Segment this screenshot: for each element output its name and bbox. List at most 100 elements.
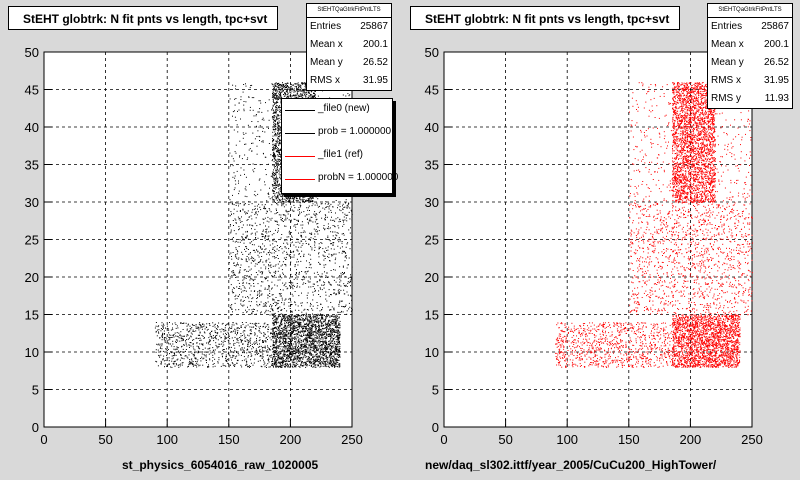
scatter-point <box>272 365 274 367</box>
scatter-point <box>318 331 320 333</box>
scatter-point <box>333 329 335 331</box>
scatter-point <box>284 95 286 97</box>
scatter-point <box>284 354 286 356</box>
scatter-point <box>285 196 286 198</box>
scatter-point <box>327 362 329 363</box>
scatter-point <box>311 337 313 339</box>
scatter-point <box>272 330 274 332</box>
scatter-point <box>308 92 310 94</box>
scatter-point <box>273 336 275 338</box>
scatter-point <box>323 348 325 350</box>
scatter-point <box>331 330 333 332</box>
scatter-point <box>284 195 286 197</box>
scatter-point <box>318 344 320 346</box>
scatter-point <box>293 350 295 352</box>
scatter-point <box>305 344 307 346</box>
scatter-point <box>273 334 275 336</box>
scatter-point <box>274 178 276 180</box>
scatter-point <box>274 126 276 128</box>
scatter-point <box>315 315 317 317</box>
scatter-point <box>278 130 279 132</box>
scatter-point <box>307 341 309 343</box>
scatter-point <box>306 352 308 354</box>
scatter-point <box>333 342 335 344</box>
scatter-point <box>279 348 281 350</box>
scatter-point <box>335 362 337 364</box>
scatter-point <box>300 340 302 342</box>
scatter-point <box>328 343 330 345</box>
scatter-point <box>298 358 300 360</box>
scatter-point <box>289 193 291 195</box>
scatter-point <box>292 198 294 200</box>
scatter-point <box>293 352 295 354</box>
scatter-point <box>277 84 279 86</box>
scatter-point <box>331 346 332 347</box>
scatter-point <box>339 341 340 342</box>
scatter-point <box>314 94 316 96</box>
scatter-point <box>317 331 319 333</box>
scatter-point <box>308 327 310 329</box>
scatter-point <box>329 354 331 355</box>
scatter-point <box>279 159 281 161</box>
scatter-point <box>274 196 276 198</box>
scatter-point <box>319 356 321 358</box>
scatter-point <box>275 322 277 324</box>
scatter-point <box>337 354 339 356</box>
scatter-point <box>309 361 310 363</box>
scatter-point <box>301 326 303 328</box>
scatter-point <box>330 347 332 349</box>
scatter-point <box>327 360 329 362</box>
scatter-point <box>309 334 311 336</box>
scatter-point <box>281 327 283 329</box>
scatter-point <box>303 320 305 322</box>
scatter-point <box>289 198 291 200</box>
scatter-point <box>293 329 295 331</box>
scatter-point <box>326 351 328 353</box>
scatter-point <box>289 88 291 90</box>
scatter-point <box>296 358 298 360</box>
scatter-point <box>311 327 312 329</box>
scatter-point <box>308 343 310 345</box>
scatter-point <box>309 353 311 355</box>
scatter-point <box>326 363 328 365</box>
scatter-point <box>273 88 275 90</box>
scatter-point <box>330 363 332 365</box>
scatter-point <box>301 360 303 362</box>
scatter-point <box>286 86 287 88</box>
scatter-point <box>306 356 308 357</box>
scatter-point <box>334 362 335 364</box>
scatter-point <box>278 122 280 124</box>
scatter-point <box>306 93 308 95</box>
scatter-point <box>272 357 274 359</box>
scatter-point <box>288 95 290 97</box>
scatter-point <box>317 359 318 361</box>
scatter-point <box>284 316 286 318</box>
scatter-point <box>315 97 316 99</box>
scatter-point <box>333 357 335 359</box>
scatter-point <box>301 83 303 85</box>
scatter-point <box>292 355 294 357</box>
scatter-point <box>310 317 312 319</box>
scatter-point <box>276 175 277 177</box>
scatter-point <box>285 339 287 341</box>
scatter-point <box>289 324 291 326</box>
scatter-point <box>285 330 287 332</box>
scatter-point <box>276 94 278 96</box>
scatter-point <box>283 360 285 362</box>
scatter-point <box>278 333 280 335</box>
scatter-point <box>280 150 282 151</box>
scatter-point <box>339 346 341 347</box>
scatter-point <box>292 353 294 355</box>
scatter-point <box>289 194 291 196</box>
scatter-point <box>274 357 276 359</box>
scatter-point <box>300 335 302 337</box>
scatter-point <box>308 322 310 324</box>
scatter-point <box>334 343 336 345</box>
scatter-point <box>332 331 334 333</box>
scatter-point <box>294 315 296 317</box>
scatter-point <box>285 358 287 360</box>
scatter-point <box>272 324 274 326</box>
scatter-point <box>323 355 324 356</box>
scatter-point <box>314 92 315 94</box>
scatter-point <box>331 320 333 322</box>
